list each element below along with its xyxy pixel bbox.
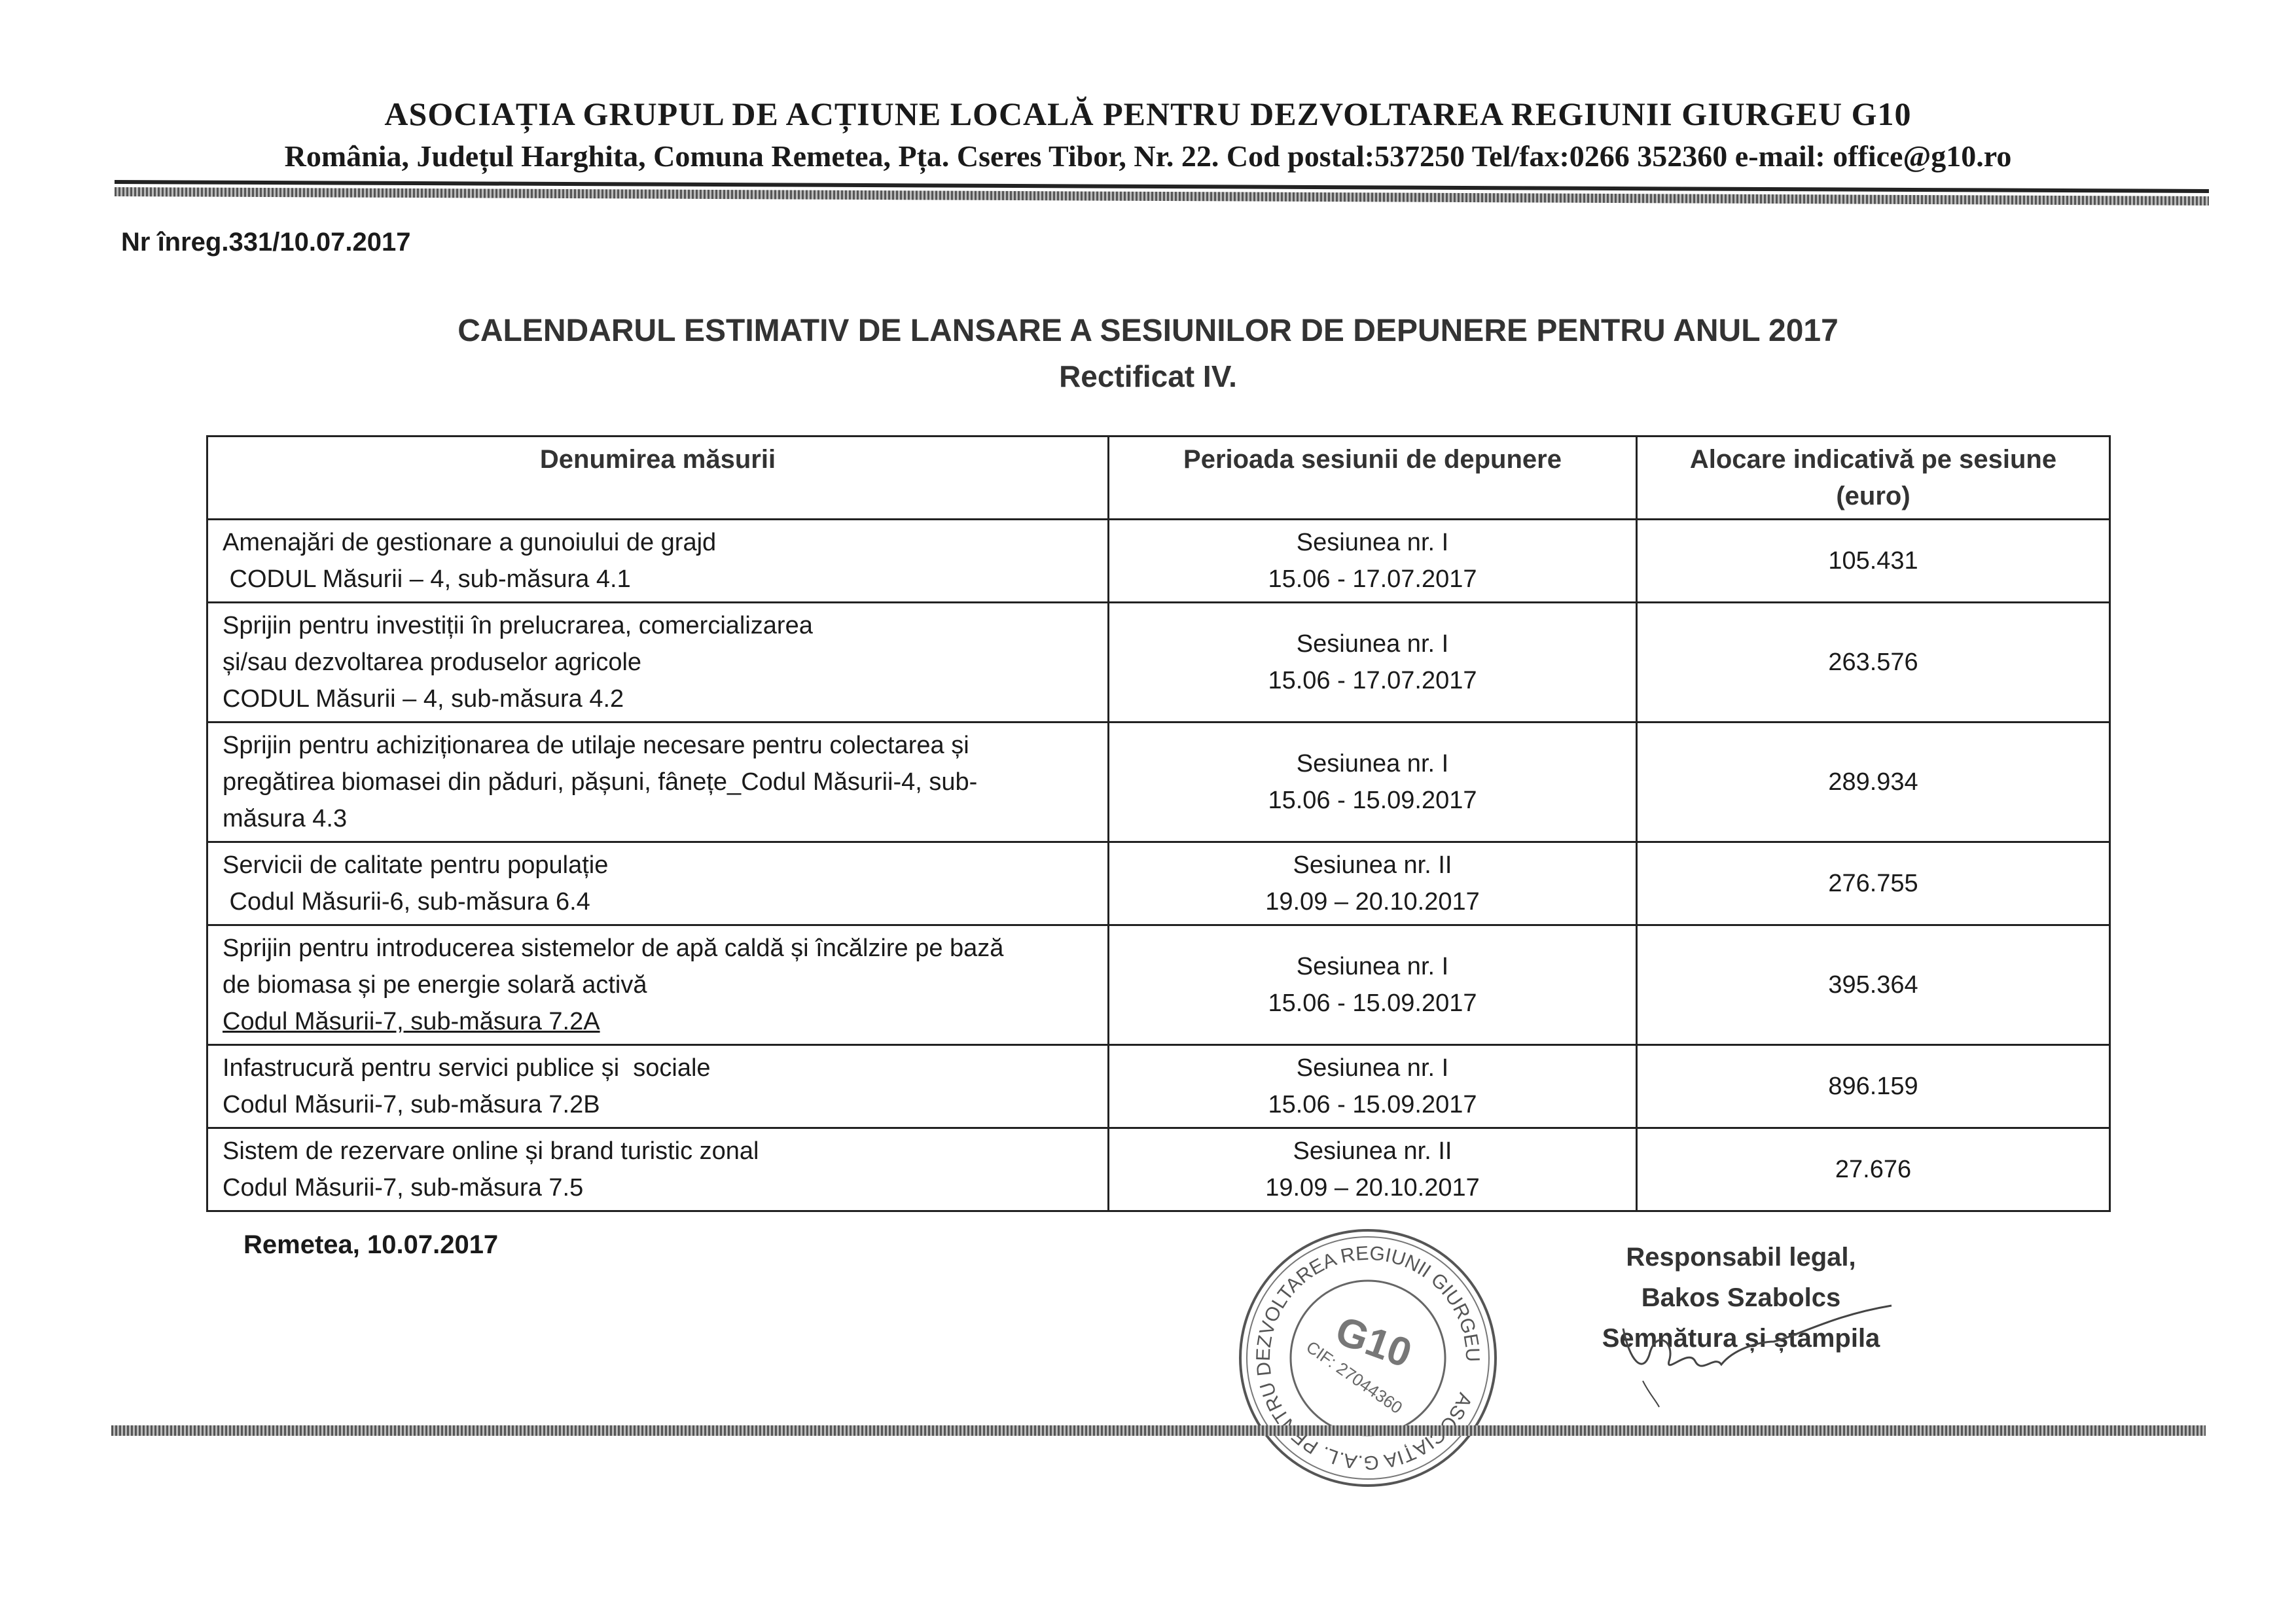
signatory-role: Responsabil legal,: [1626, 1243, 1856, 1272]
table-row: Servicii de calitate pentru populație Co…: [206, 841, 2111, 926]
header-period: Perioada sesiunii de depunere: [1107, 435, 1638, 520]
measure-line: Infastrucură pentru servici publice și s…: [223, 1054, 711, 1082]
measure-line: și/sau dezvoltarea produselor agricole: [223, 649, 642, 676]
measure-line: CODUL Măsurii – 4, sub-măsura 4.2: [223, 685, 624, 713]
session-session: Sesiunea nr. II: [1293, 1137, 1452, 1165]
place-date: Remetea, 10.07.2017: [243, 1230, 499, 1259]
footer-divider: [111, 1425, 2206, 1436]
measure-name: Infastrucură pentru servici publice și s…: [206, 1044, 1109, 1129]
session-period: Sesiunea nr. I 15.06 - 15.09.2017: [1107, 924, 1638, 1046]
document-title: CALENDARUL ESTIMATIV DE LANSARE A SESIUN…: [457, 313, 1839, 348]
table-header-row: Denumirea măsurii Perioada sesiunii de d…: [206, 435, 2111, 520]
allocation-amount: 395.364: [1636, 924, 2111, 1046]
handwritten-signature: [1622, 1304, 1892, 1408]
allocation-amount: 276.755: [1636, 841, 2111, 926]
measure-line: Amenajări de gestionare a gunoiului de g…: [223, 529, 717, 556]
session-session: Sesiunea nr. I: [1296, 529, 1449, 556]
measure-line: Sprijin pentru introducerea sistemelor d…: [223, 935, 1004, 962]
letterhead-organization: ASOCIAȚIA GRUPUL DE ACȚIUNE LOCALĂ PENTR…: [384, 96, 1912, 132]
measure-line: Codul Măsurii-7, sub-măsura 7.5: [223, 1174, 584, 1202]
session-period: 15.06 - 15.09.2017: [1268, 1091, 1477, 1118]
registration-number: Nr înreg.331/10.07.2017: [121, 228, 411, 257]
measure-line: Sistem de rezervare online și brand turi…: [223, 1137, 759, 1165]
allocation-amount: 896.159: [1636, 1044, 2111, 1129]
session-period: Sesiunea nr. I 15.06 - 15.09.2017: [1107, 721, 1638, 843]
document-subtitle: Rectificat IV.: [1059, 359, 1237, 393]
session-period: Sesiunea nr. I 15.06 - 17.07.2017: [1107, 601, 1638, 723]
session-session: Sesiunea nr. I: [1296, 630, 1449, 658]
measure-name: Amenajări de gestionare a gunoiului de g…: [206, 518, 1109, 603]
measure-name: Servicii de calitate pentru populație Co…: [206, 841, 1109, 926]
table-row: Sprijin pentru introducerea sistemelor d…: [206, 924, 2111, 1046]
session-session: Sesiunea nr. I: [1296, 750, 1449, 777]
measure-name: Sprijin pentru achiziționarea de utilaje…: [206, 721, 1109, 843]
session-period: 19.09 – 20.10.2017: [1265, 1174, 1480, 1202]
session-session: Sesiunea nr. II: [1293, 851, 1452, 879]
measure-line: Codul Măsurii-6, sub-măsura 6.4: [223, 888, 590, 916]
measure-line: de biomasa și pe energie solară activă: [223, 971, 647, 999]
measure-line: CODUL Măsurii – 4, sub-măsura 4.1: [223, 565, 631, 593]
session-period: 15.06 - 17.07.2017: [1268, 667, 1477, 694]
session-period: 19.09 – 20.10.2017: [1265, 888, 1480, 916]
measure-line: Codul Măsurii-7, sub-măsura 7.2A: [223, 1008, 600, 1035]
session-period: Sesiunea nr. I 15.06 - 15.09.2017: [1107, 1044, 1638, 1129]
measure-line: Sprijin pentru investiții în prelucrarea…: [223, 612, 813, 639]
table-row: Amenajări de gestionare a gunoiului de g…: [206, 518, 2111, 603]
measure-name: Sistem de rezervare online și brand turi…: [206, 1127, 1109, 1212]
session-period: 15.06 - 17.07.2017: [1268, 565, 1477, 593]
session-session: Sesiunea nr. I: [1296, 953, 1449, 980]
measure-line: Servicii de calitate pentru populație: [223, 851, 609, 879]
session-period: Sesiunea nr. II 19.09 – 20.10.2017: [1107, 841, 1638, 926]
header-measure: Denumirea măsurii: [206, 435, 1109, 520]
session-period: 15.06 - 15.09.2017: [1268, 990, 1477, 1017]
allocation-amount: 263.576: [1636, 601, 2111, 723]
allocation-amount: 27.676: [1636, 1127, 2111, 1212]
measure-line: pregătirea biomasei din păduri, pășuni, …: [223, 768, 978, 796]
measure-line: Sprijin pentru achiziționarea de utilaje…: [223, 732, 969, 759]
signature-note: Semnătura și ștampila: [1602, 1324, 1880, 1353]
measure-line: măsura 4.3: [223, 805, 348, 832]
signatory-name: Bakos Szabolcs: [1641, 1283, 1841, 1312]
table-row: Sprijin pentru investiții în prelucrarea…: [206, 601, 2111, 723]
table-row: Infastrucură pentru servici publice și s…: [206, 1044, 2111, 1129]
table-row: Sistem de rezervare online și brand turi…: [206, 1127, 2111, 1212]
letterhead-address: România, Județul Harghita, Comuna Remete…: [284, 139, 2012, 173]
allocation-amount: 289.934: [1636, 721, 2111, 843]
measure-name: Sprijin pentru introducerea sistemelor d…: [206, 924, 1109, 1046]
header-allocation: Alocare indicativă pe sesiune (euro): [1636, 435, 2111, 520]
measure-line: Codul Măsurii-7, sub-măsura 7.2B: [223, 1091, 600, 1118]
session-period: Sesiunea nr. I 15.06 - 17.07.2017: [1107, 518, 1638, 603]
signature-block: Responsabil legal, Bakos Szabolcs Semnăt…: [1545, 1237, 1937, 1359]
official-stamp: ASOCIAȚIA G.A.L. PENTRU DEZVOLTAREA REGI…: [1230, 1221, 1505, 1495]
measure-name: Sprijin pentru investiții în prelucrarea…: [206, 601, 1109, 723]
allocation-amount: 105.431: [1636, 518, 2111, 603]
table-row: Sprijin pentru achiziționarea de utilaje…: [206, 721, 2111, 843]
session-period: 15.06 - 15.09.2017: [1268, 787, 1477, 814]
session-period: Sesiunea nr. II 19.09 – 20.10.2017: [1107, 1127, 1638, 1212]
session-session: Sesiunea nr. I: [1296, 1054, 1449, 1082]
sessions-table: Denumirea măsurii Perioada sesiunii de d…: [206, 435, 2111, 1212]
